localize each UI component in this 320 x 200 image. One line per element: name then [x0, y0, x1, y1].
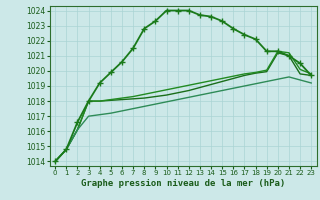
- X-axis label: Graphe pression niveau de la mer (hPa): Graphe pression niveau de la mer (hPa): [81, 179, 285, 188]
